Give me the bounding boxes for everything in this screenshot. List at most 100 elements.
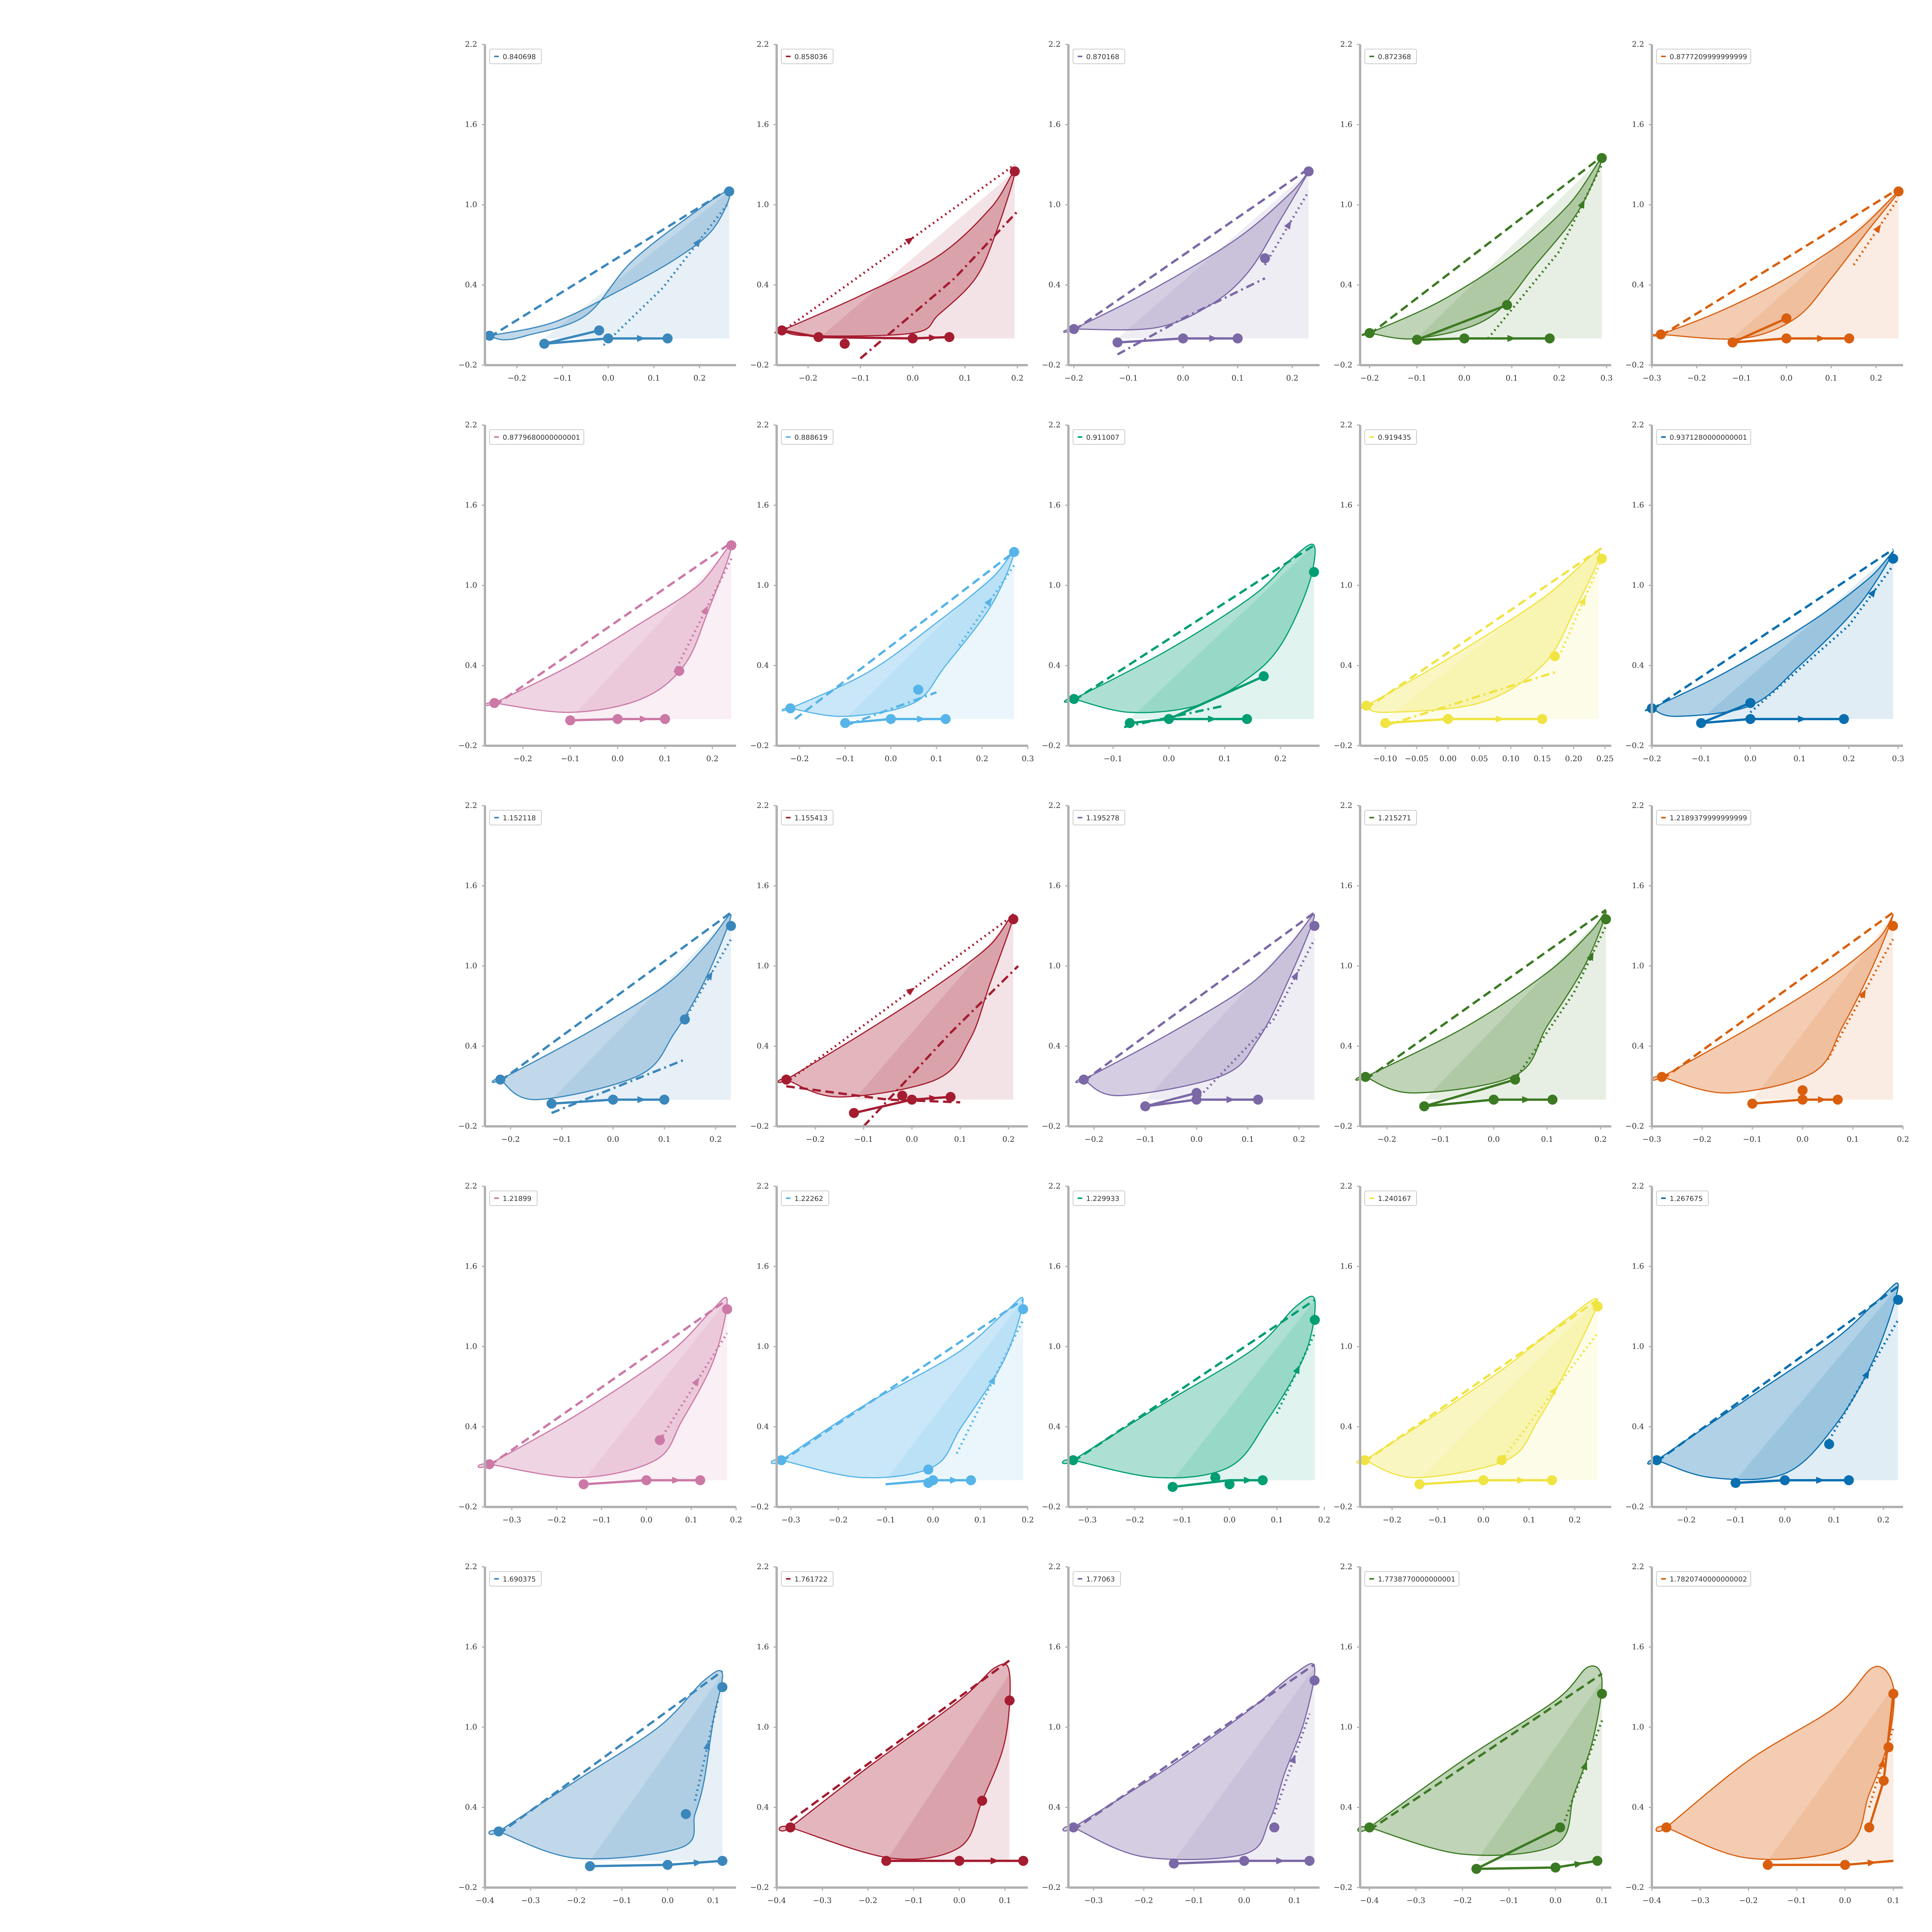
legend-label: 1.215271	[1378, 814, 1411, 822]
legend: 0.870168	[1073, 49, 1125, 64]
x-tick-label: 0.1	[1828, 1515, 1840, 1524]
data-point	[1781, 313, 1792, 323]
data-point	[1009, 547, 1019, 557]
loop-area	[478, 1297, 728, 1478]
y-tick-label: 2.2	[465, 39, 477, 49]
y-tick-label: 0.4	[1048, 280, 1061, 289]
solid-line	[551, 1098, 665, 1105]
y-tick-label: 1.0	[757, 1722, 769, 1731]
y-tick-label: −0.2	[458, 1502, 477, 1511]
x-tick-label: −0.1	[1500, 1896, 1519, 1905]
legend-frame	[1364, 1190, 1417, 1206]
legend-frame	[1073, 1571, 1121, 1587]
y-tick-label: 1.0	[757, 200, 769, 209]
loop-area	[1075, 914, 1315, 1096]
arrow-head	[637, 335, 646, 342]
solid-line-secondary	[1732, 317, 1787, 344]
loop-area	[781, 551, 1015, 717]
data-point	[655, 1435, 665, 1446]
x-tick-label: 0.2	[706, 754, 719, 763]
data-point	[1745, 714, 1755, 724]
arrow-head	[1873, 224, 1881, 233]
y-tick-label: 2.2	[1340, 801, 1352, 810]
dashdot-line	[862, 965, 1019, 1128]
data-point	[785, 703, 796, 714]
data-point	[954, 1855, 964, 1866]
y-tick-label: 1.0	[1340, 1722, 1352, 1731]
x-tick-label: 0.2	[694, 373, 706, 383]
x-tick-label: 0.0	[953, 1896, 966, 1905]
legend-label: 1.761722	[794, 1575, 828, 1583]
legend-frame	[1656, 1190, 1709, 1206]
x-tick-label: −0.1	[553, 1134, 571, 1144]
dashed-line	[786, 1085, 961, 1104]
y-tick-label: 1.0	[1632, 200, 1644, 209]
arrow-head	[1209, 335, 1218, 342]
arrow-head	[917, 715, 926, 723]
legend-label: 1.229933	[1086, 1195, 1119, 1203]
data-point	[662, 333, 673, 344]
arrow-head	[1817, 335, 1826, 342]
dotted-line	[1852, 197, 1900, 266]
dotted-line	[684, 939, 732, 1020]
solid-line	[1117, 337, 1238, 344]
data-point	[1364, 1822, 1375, 1833]
data-point	[489, 698, 500, 708]
data-point	[484, 1459, 495, 1469]
dashed-line	[1364, 1299, 1599, 1463]
y-tick-label: 1.6	[1340, 500, 1352, 510]
legend: 0.919435	[1364, 429, 1417, 445]
legend-frame	[1656, 810, 1751, 825]
y-tick-label: −0.2	[750, 1502, 769, 1511]
dashdot-line	[845, 691, 937, 727]
y-tick-label: 2.2	[465, 801, 477, 810]
data-point	[1601, 914, 1611, 924]
y-tick-label: −0.2	[750, 360, 769, 369]
y-tick-label: 1.6	[1048, 120, 1061, 129]
x-tick-label: 0.2	[1002, 1134, 1015, 1144]
x-tick-label: −0.1	[1185, 1896, 1204, 1905]
loop-area	[1062, 1663, 1316, 1860]
data-point	[717, 1855, 728, 1866]
dashdot-line	[551, 1058, 685, 1114]
x-tick-label: 0.0	[1796, 1134, 1809, 1144]
dashed-line	[1083, 912, 1315, 1082]
arrow-head	[990, 1857, 999, 1864]
shaded-region	[544, 191, 730, 338]
y-tick-label: 0.4	[757, 1422, 769, 1431]
data-point	[1233, 333, 1243, 344]
data-point	[1592, 1855, 1602, 1866]
shaded-region	[1174, 1667, 1315, 1861]
x-tick-label: 0.1	[930, 754, 943, 763]
legend-frame	[489, 429, 584, 445]
y-tick-label: 0.4	[1340, 1803, 1352, 1812]
data-point	[1879, 1776, 1889, 1786]
arrow-head	[637, 1096, 646, 1103]
x-tick-label: −0.1	[1104, 754, 1122, 763]
subplot-4-2: −0.2 0.4 1.0 1.6 2.2 −0.3 −0.2 −0.1 0.0 0.1 0.2 1.2…	[750, 1181, 1034, 1524]
legend-frame	[1364, 810, 1417, 825]
y-tick-label: 2.2	[1048, 801, 1061, 810]
y-tick-label: 2.2	[1340, 420, 1352, 429]
data-point	[726, 921, 736, 931]
data-point	[1018, 1855, 1029, 1866]
y-tick-label: 0.4	[465, 1041, 477, 1051]
dashdot-line	[1124, 704, 1225, 728]
y-tick-label: 2.2	[1632, 420, 1644, 429]
x-tick-label: 0.2	[1569, 1515, 1581, 1524]
shaded-region	[818, 171, 1015, 338]
y-tick-label: 1.0	[1632, 1722, 1644, 1731]
loop-area	[777, 913, 1014, 1098]
data-point	[1780, 1475, 1790, 1485]
data-point	[662, 1860, 673, 1870]
arrow-head	[1496, 715, 1505, 723]
y-tick-label: −0.2	[458, 360, 477, 369]
data-point	[1597, 1689, 1607, 1699]
y-tick-label: 1.6	[1048, 881, 1061, 890]
y-tick-label: 2.2	[1048, 1562, 1061, 1571]
x-tick-label: −0.1	[1136, 1134, 1155, 1144]
legend-label: 1.7738770000000001	[1378, 1575, 1455, 1583]
arrow-head	[1578, 596, 1585, 606]
data-point	[1068, 1822, 1078, 1833]
subplot-1-5: −0.2 0.4 1.0 1.6 2.2 −0.3 −0.2 −0.1 0.0 0.1 0.2 0.8…	[1625, 39, 1904, 383]
